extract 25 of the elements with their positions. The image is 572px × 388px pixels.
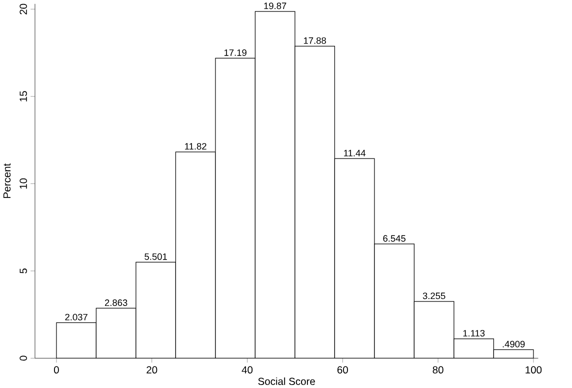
x-tick-label: 80 [432,366,444,374]
data-label: 19.87 [264,2,286,9]
data-label: 17.88 [304,37,326,44]
data-label: 3.255 [422,292,446,299]
data-label: 2.863 [104,299,128,306]
y-tick-label: 15 [20,90,27,102]
x-tick-label: 0 [54,366,59,374]
x-axis-title: Social Score [258,377,315,385]
x-tick-label: 100 [526,366,542,374]
data-label: 5.501 [144,253,167,260]
data-label: 1.113 [463,330,485,336]
data-label: 11.82 [185,142,206,150]
data-label: 2.037 [65,314,88,320]
y-tick-label: 20 [20,4,27,14]
y-axis-title: Percent [3,163,11,198]
x-tick-label: 20 [146,366,158,374]
data-label: 6.545 [383,234,406,242]
y-tick-label: 5 [20,268,27,274]
x-tick-label: 60 [337,366,348,374]
data-label: 11.44 [344,150,366,156]
x-tick-label: 40 [242,366,253,374]
y-tick-label: 10 [20,178,27,188]
y-tick-label: 0 [20,356,27,360]
data-label: 17.19 [224,49,246,56]
data-label: .4909 [502,340,525,348]
